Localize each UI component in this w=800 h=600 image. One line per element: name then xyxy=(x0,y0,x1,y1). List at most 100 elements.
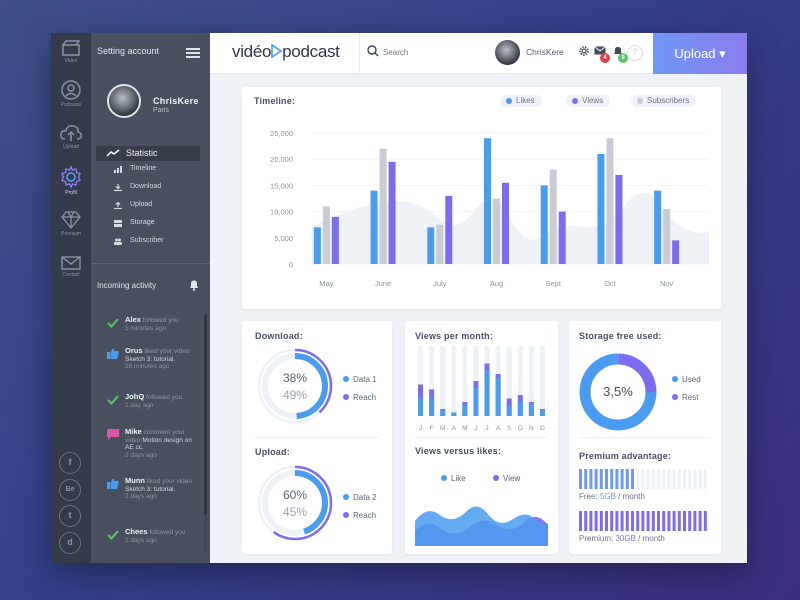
bar-subscribers[interactable] xyxy=(493,198,500,265)
bar-likes[interactable] xyxy=(473,388,479,416)
user-city: Paris xyxy=(153,107,169,114)
storage-used-arc[interactable] xyxy=(579,353,657,431)
rail-item-contact[interactable]: Contact xyxy=(51,255,91,278)
bar-segment-filled xyxy=(615,469,619,489)
divider xyxy=(91,263,210,264)
bar-views[interactable] xyxy=(672,240,680,264)
upload-icon xyxy=(114,202,122,209)
bar-likes[interactable] xyxy=(462,405,468,417)
mail-icon[interactable] xyxy=(594,46,606,56)
help-button[interactable]: ? xyxy=(627,45,643,61)
bar-views[interactable] xyxy=(502,182,509,264)
scrollbar-thumb[interactable] xyxy=(204,315,207,515)
menu-item-statistic[interactable]: Statistic xyxy=(96,146,200,161)
bar-segment-filled xyxy=(688,511,692,531)
premium-storage-bar xyxy=(579,511,707,531)
bar-segment-filled xyxy=(693,511,697,531)
bar-likes[interactable] xyxy=(484,370,490,417)
avatar[interactable] xyxy=(107,84,141,118)
bar-likes[interactable] xyxy=(427,227,435,264)
bar-likes[interactable] xyxy=(313,227,321,264)
free-storage-bar xyxy=(579,469,707,489)
behance-icon[interactable]: Be xyxy=(59,479,81,501)
bar-likes[interactable] xyxy=(597,153,605,264)
views-vs-likes-chart xyxy=(415,506,548,546)
bar-subscribers[interactable] xyxy=(606,138,614,264)
twitter-icon[interactable]: t xyxy=(59,505,81,527)
bar-views[interactable] xyxy=(445,195,453,264)
bar-subscribers[interactable] xyxy=(436,224,444,264)
bar-subscribers[interactable] xyxy=(663,208,671,264)
rail-item-podcasts[interactable]: Podcasts xyxy=(51,79,91,108)
x-tick-label: D xyxy=(540,425,545,432)
mail-badge: 4 xyxy=(600,53,610,63)
bar-likes[interactable] xyxy=(528,403,534,416)
download-upload-card: Download: 38% 49% Data 1 Reach Upload: 6… xyxy=(242,321,392,554)
bar-likes[interactable] xyxy=(654,190,662,264)
menu-icon[interactable] xyxy=(186,48,200,60)
diamond-icon xyxy=(61,211,81,230)
bar-views[interactable] xyxy=(388,161,396,264)
dribbble-icon[interactable]: d xyxy=(59,532,81,554)
bar-subscribers[interactable] xyxy=(549,169,557,264)
bar-likes[interactable] xyxy=(451,412,457,417)
rail-item-profil[interactable]: Profil xyxy=(51,165,91,196)
header-avatar[interactable] xyxy=(495,40,520,65)
bar-likes[interactable] xyxy=(370,190,378,264)
app-logo[interactable]: vidéo podcast xyxy=(232,42,340,61)
search-input[interactable] xyxy=(383,45,483,59)
timeline-chart: 0 5,000 10,000 15,000 20,000 25,000 May June Jul… xyxy=(270,129,709,288)
bar-track xyxy=(517,346,523,416)
bar-views[interactable] xyxy=(331,216,339,264)
bar-subscribers[interactable] xyxy=(379,148,387,264)
check-icon xyxy=(107,530,119,540)
legend-likes[interactable]: Likes xyxy=(500,95,542,107)
bar-likes[interactable] xyxy=(506,405,512,417)
bar-segment-filled xyxy=(641,511,645,531)
legend-reach: Reach xyxy=(343,511,376,520)
icon-rail: Video Podcasts Upload Profil Premium Con… xyxy=(51,33,91,563)
bar-segment-filled xyxy=(683,511,686,531)
bar-likes[interactable] xyxy=(517,402,523,416)
search-icon[interactable] xyxy=(367,45,379,57)
upload-title: Upload: xyxy=(255,447,290,457)
bar-likes[interactable] xyxy=(539,410,545,416)
ring-outer[interactable] xyxy=(257,348,333,424)
bell-icon[interactable] xyxy=(188,279,200,291)
bar-likes[interactable] xyxy=(540,185,548,264)
y-tick-label: 10,000 xyxy=(270,208,293,217)
bar-views[interactable] xyxy=(615,174,623,264)
ring-inner[interactable] xyxy=(262,470,328,536)
bar-segment-empty xyxy=(703,469,707,489)
bar-likes[interactable] xyxy=(495,377,501,417)
like-area xyxy=(415,506,548,546)
bar-segment-filled xyxy=(579,469,582,489)
facebook-icon[interactable]: f xyxy=(59,452,81,474)
x-tick-label: J xyxy=(474,425,477,432)
bar-track xyxy=(506,346,512,416)
bar-segment-filled xyxy=(610,469,614,489)
bar-views[interactable] xyxy=(558,211,566,264)
ring-inner[interactable] xyxy=(262,353,328,419)
rail-label: Podcasts xyxy=(60,102,82,108)
rail-item-upload[interactable]: Upload xyxy=(51,121,91,150)
gear-icon[interactable] xyxy=(579,46,589,56)
header-divider xyxy=(359,33,360,74)
bar-likes[interactable] xyxy=(418,398,424,417)
bar-chart-icon xyxy=(114,166,122,173)
ring-outer[interactable] xyxy=(257,465,333,541)
bar-likes[interactable] xyxy=(440,410,446,416)
bar-segment-filled xyxy=(610,511,614,531)
rail-item-premium[interactable]: Premium xyxy=(51,210,91,237)
y-tick-label: 25,000 xyxy=(270,129,293,138)
legend-views[interactable]: Views xyxy=(566,95,611,107)
bar-likes[interactable] xyxy=(429,398,435,417)
bar-likes[interactable] xyxy=(484,138,491,264)
legend-subscribers[interactable]: Subscribers xyxy=(631,95,697,107)
notification-icon[interactable] xyxy=(613,46,623,57)
rail-item-video[interactable]: Video xyxy=(51,39,91,64)
upload-button[interactable]: Upload ▾ xyxy=(653,33,747,74)
bar-track xyxy=(528,346,534,416)
bar-subscribers[interactable] xyxy=(322,206,330,264)
